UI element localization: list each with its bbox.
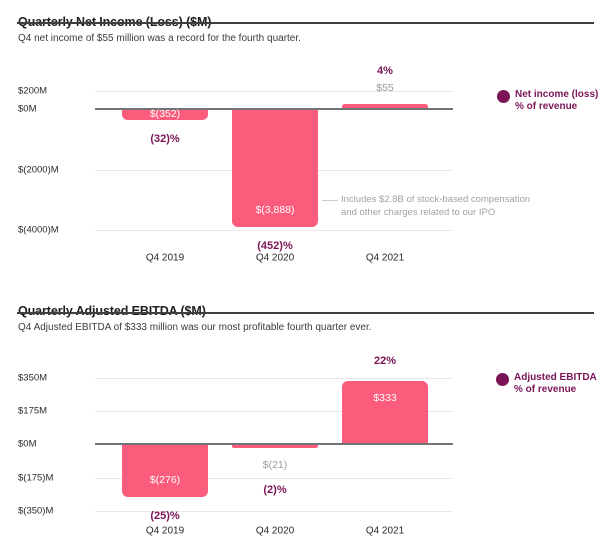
title-divider <box>17 312 594 314</box>
y-axis-label: $0M <box>18 103 37 115</box>
pct-of-revenue-label: (452)% <box>257 239 293 252</box>
pct-of-revenue-label: (32)% <box>150 132 180 145</box>
title-divider <box>17 22 594 24</box>
annotation-line2: and other charges related to our IPO <box>341 207 496 218</box>
x-axis-label: Q4 2019 <box>145 252 185 264</box>
y-axis-label: $(350)M <box>18 505 54 517</box>
gridline <box>95 478 453 479</box>
y-axis-label: $175M <box>18 405 48 417</box>
bar-q4-2020 <box>232 109 318 227</box>
bar-value-label: $(352) <box>149 108 181 121</box>
zero-axis-line <box>95 108 453 110</box>
gridline <box>95 411 453 412</box>
bar-q4-2019 <box>122 444 208 498</box>
pct-of-revenue-label: 22% <box>373 355 397 368</box>
bar-q4-2021 <box>342 104 428 109</box>
bar-value-label: $55 <box>376 82 394 95</box>
pct-of-revenue-label: 4% <box>377 65 393 78</box>
bar-value-label: $(276) <box>149 474 181 487</box>
x-axis-label: Q4 2019 <box>145 525 185 537</box>
ipo-charges-annotation: Includes $2.8B of stock-based compensati… <box>341 193 530 219</box>
zero-axis-line <box>95 443 453 445</box>
y-axis-label: $350M <box>18 372 48 384</box>
legend-dot-icon <box>496 373 509 386</box>
bar-q4-2019 <box>122 109 208 120</box>
gridline <box>95 230 453 231</box>
bar-q4-2020 <box>232 444 318 449</box>
x-axis-label: Q4 2020 <box>255 252 295 264</box>
pct-of-revenue-label: (2)% <box>263 484 287 497</box>
y-axis-label: $200M <box>18 85 48 97</box>
bar-value-label: $(3,888) <box>255 203 295 216</box>
x-axis-label: Q4 2021 <box>365 525 405 537</box>
bar-value-label: $(21) <box>262 459 288 472</box>
net-income-chart-subtitle: Q4 net income of $55 million was a recor… <box>18 33 301 44</box>
bar-q4-2021 <box>342 381 428 444</box>
legend-label-line1: Net income (loss) <box>515 89 599 100</box>
pct-of-revenue-label: (25)% <box>150 510 180 523</box>
x-axis-label: Q4 2021 <box>365 252 405 264</box>
legend-label-line2: % of revenue <box>514 383 577 395</box>
y-axis-label: $(175)M <box>18 472 54 484</box>
gridline <box>95 511 453 512</box>
bar-value-label: $333 <box>373 392 397 405</box>
y-axis-label: $0M <box>18 438 37 450</box>
x-axis-label: Q4 2020 <box>255 525 295 537</box>
y-axis-label: $(4000)M <box>18 224 59 236</box>
gridline <box>95 91 453 92</box>
annotation-connector-line <box>322 200 338 201</box>
annotation-line1: Includes $2.8B of stock-based compensati… <box>341 194 531 205</box>
adjusted-ebitda-chart-subtitle: Q4 Adjusted EBITDA of $333 million was o… <box>18 322 372 333</box>
gridline <box>95 378 453 379</box>
y-axis-label: $(2000)M <box>18 164 59 176</box>
legend-label-line2: % of revenue <box>515 100 578 112</box>
legend-dot-icon <box>497 90 510 103</box>
legend-label-line1: Adjusted EBITDA <box>514 372 597 383</box>
adjusted-ebitda-chart-title: Quarterly Adjusted EBITDA ($M) <box>18 304 206 318</box>
